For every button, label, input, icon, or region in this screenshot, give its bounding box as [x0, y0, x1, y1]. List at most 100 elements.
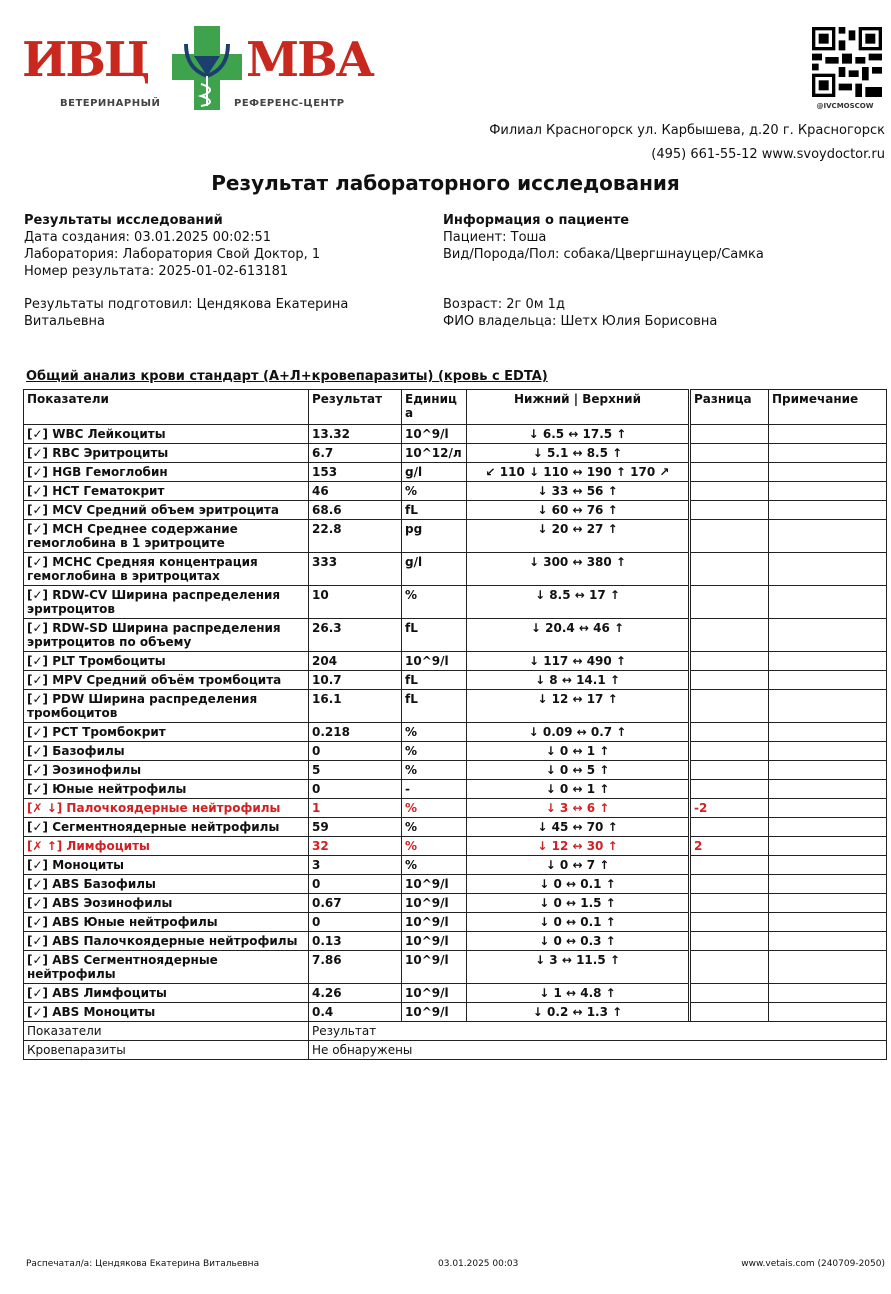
reference-range: ↓ 0.2 ↔ 1.3 ↑: [466, 1002, 689, 1022]
unit: %: [401, 798, 467, 818]
unit: fL: [401, 689, 467, 723]
patient-age: Возраст: 2г 0м 1д: [443, 297, 565, 312]
unit: 10^9/l: [401, 1002, 467, 1022]
difference: -2: [690, 798, 769, 818]
note: [768, 670, 887, 690]
logo-text-right: МВА: [246, 32, 375, 88]
result-value: 6.7: [308, 443, 402, 463]
indicator-name: [✓] PCT Тромбокрит: [23, 722, 309, 742]
indicator-name: [✓] ABS Палочкоядерные нейтрофилы: [23, 931, 309, 951]
result-value: 59: [308, 817, 402, 837]
indicator-name: [✓] RBC Эритроциты: [23, 443, 309, 463]
result-value: 0: [308, 912, 402, 932]
indicator-name: [✓] MCH Среднее содержание гемоглобина в…: [23, 519, 309, 553]
table-row: [✓] WBC Лейкоциты 13.32 10^9/l ↓ 6.5 ↔ 17.5…: [23, 424, 887, 444]
indicator-name: [✗ ↑] Лимфоциты: [23, 836, 309, 856]
logo-text-left: ИВЦ: [22, 32, 150, 88]
table-row: [✓] ABS Лимфоциты 4.26 10^9/l ↓ 1 ↔ 4.8 ↑: [23, 983, 887, 1003]
result-value: 4.26: [308, 983, 402, 1003]
extra-row: Кровепаразиты Не обнаружены: [23, 1040, 887, 1060]
difference: [690, 689, 769, 723]
difference: [690, 1002, 769, 1022]
table-row: [✓] PCT Тромбокрит 0.218% ↓ 0.09 ↔ 0.7 ↑: [23, 722, 887, 742]
unit: %: [401, 855, 467, 875]
patient-info: Информация о пациенте Пациент: Тоша Вид/…: [443, 212, 883, 330]
difference: [690, 585, 769, 619]
unit: %: [401, 585, 467, 619]
note: [768, 817, 887, 837]
indicator-name: [✓] ABS Сегментноядерные нейтрофилы: [23, 950, 309, 984]
result-value: 0.67: [308, 893, 402, 913]
extra-label: Кровепаразиты: [23, 1040, 309, 1060]
header-note: Примечание: [768, 389, 887, 425]
difference: [690, 481, 769, 501]
indicator-name: [✓] ABS Лимфоциты: [23, 983, 309, 1003]
note: [768, 722, 887, 742]
note: [768, 983, 887, 1003]
reference-range: ↓ 3 ↔ 11.5 ↑: [466, 950, 689, 984]
reference-range: ↓ 6.5 ↔ 17.5 ↑: [466, 424, 689, 444]
table-row: [✓] Сегментноядерные нейтрофилы 59% ↓ 45 ↔…: [23, 817, 887, 837]
difference: [690, 983, 769, 1003]
result-value: 32: [308, 836, 402, 856]
unit: %: [401, 481, 467, 501]
unit: 10^9/l: [401, 651, 467, 671]
reference-range: ↓ 3 ↔ 6 ↑: [466, 798, 689, 818]
table-row: [✓] PDW Ширина распределения тромбоцитов…: [23, 689, 887, 723]
header-result: Результат: [308, 389, 402, 425]
result-value: 3: [308, 855, 402, 875]
printed-by: Распечатал/а: Цендякова Екатерина Виталь…: [26, 1259, 260, 1269]
note: [768, 618, 887, 652]
prepared-by-cont: Витальевна: [24, 314, 106, 329]
difference: [690, 462, 769, 482]
reference-range: ↓ 20 ↔ 27 ↑: [466, 519, 689, 553]
result-value: 0: [308, 741, 402, 761]
table-row: [✓] ABS Сегментноядерные нейтрофилы 7.86 1…: [23, 950, 887, 984]
difference: [690, 618, 769, 652]
unit: fL: [401, 500, 467, 520]
note: [768, 779, 887, 799]
result-value: 0: [308, 874, 402, 894]
unit: %: [401, 760, 467, 780]
indicator-name: [✓] RDW-CV Ширина распределения эритроци…: [23, 585, 309, 619]
prepared-by: Результаты подготовил: Цендякова Екатери…: [24, 297, 349, 312]
result-value: 13.32: [308, 424, 402, 444]
note: [768, 950, 887, 984]
difference: [690, 760, 769, 780]
unit: g/l: [401, 462, 467, 482]
reference-range: ↓ 5.1 ↔ 8.5 ↑: [466, 443, 689, 463]
unit: 10^9/l: [401, 874, 467, 894]
table-row: [✓] MCH Среднее содержание гемоглобина в…: [23, 519, 887, 553]
reference-range: ↓ 45 ↔ 70 ↑: [466, 817, 689, 837]
note: [768, 651, 887, 671]
result-value: 153: [308, 462, 402, 482]
clinic-logo: ИВЦ МВА ВЕТЕРИНАРНЫЙ РЕФЕРЕНС-ЦЕНТР: [22, 26, 387, 116]
result-value: 10: [308, 585, 402, 619]
difference: [690, 500, 769, 520]
table-row: [✓] RDW-SD Ширина распределения эритроци…: [23, 618, 887, 652]
note: [768, 519, 887, 553]
indicator-name: [✓] Эозинофилы: [23, 760, 309, 780]
unit: %: [401, 722, 467, 742]
header-unit: Единиц а: [401, 389, 467, 425]
table-row: [✓] Эозинофилы 5% ↓ 0 ↔ 5 ↑: [23, 760, 887, 780]
note: [768, 500, 887, 520]
section-title: Общий анализ крови стандарт (А+Л+кровепа…: [26, 369, 548, 384]
social-handle: @IVCMOSCOW: [816, 102, 874, 110]
reference-range: ↓ 0 ↔ 5 ↑: [466, 760, 689, 780]
logo-subtitle-left: ВЕТЕРИНАРНЫЙ: [60, 98, 161, 109]
indicator-name: [✓] MCV Средний объем эритроцита: [23, 500, 309, 520]
reference-range: ↓ 33 ↔ 56 ↑: [466, 481, 689, 501]
reference-range: ↓ 12 ↔ 17 ↑: [466, 689, 689, 723]
difference: [690, 950, 769, 984]
result-value: 0: [308, 779, 402, 799]
indicator-name: [✓] Моноциты: [23, 855, 309, 875]
unit: 10^9/l: [401, 931, 467, 951]
unit: 10^12/л: [401, 443, 467, 463]
unit: fL: [401, 670, 467, 690]
difference: [690, 552, 769, 586]
indicator-name: [✓] ABS Базофилы: [23, 874, 309, 894]
difference: [690, 855, 769, 875]
note: [768, 481, 887, 501]
indicator-name: [✓] Базофилы: [23, 741, 309, 761]
